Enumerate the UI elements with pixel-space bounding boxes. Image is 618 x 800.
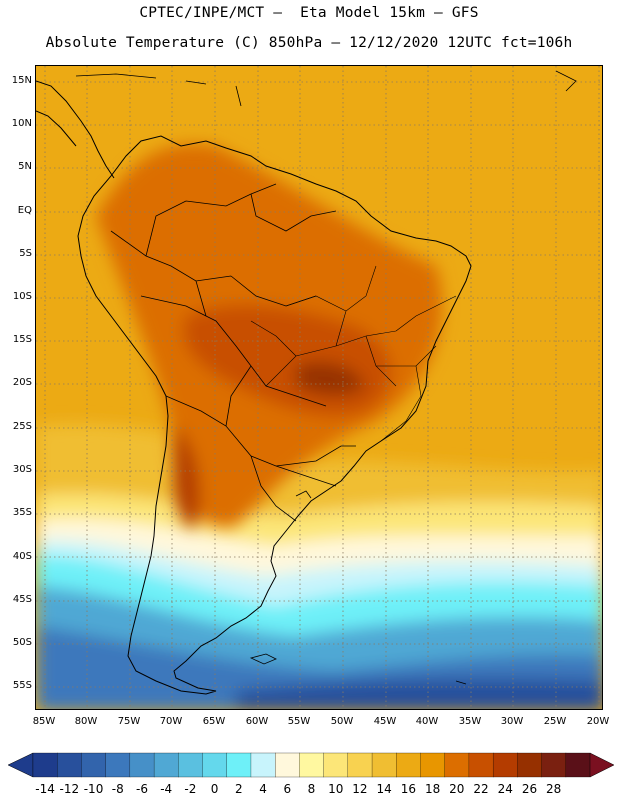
temperature-map[interactable] [35, 65, 603, 710]
map-svg [36, 66, 602, 709]
colorbar-swatch [444, 752, 470, 778]
colorbar-swatch [517, 752, 543, 778]
colorbar-tick-label: 8 [307, 782, 316, 796]
colorbar-swatch [565, 752, 591, 778]
lon-label: 35W [458, 716, 482, 727]
lon-label: 45W [373, 716, 397, 727]
colorbar-tick-label: 20 [449, 782, 465, 796]
falkland-islands [249, 490, 467, 685]
colorbar-tick-label: 14 [376, 782, 392, 796]
colorbar-tick-label: 4 [259, 782, 267, 796]
lon-label: 65W [202, 716, 226, 727]
caribbean-islands [75, 70, 577, 107]
colorbar-tick-label: 22 [473, 782, 489, 796]
lon-label: 40W [415, 716, 439, 727]
colorbar-swatch [32, 752, 58, 778]
colorbar-tick-label: -8 [111, 782, 124, 796]
lat-label: 30S [12, 464, 32, 475]
colorbar-tick-label: 12 [352, 782, 368, 796]
colorbar-under-arrow [7, 752, 34, 778]
lat-label: 40S [12, 551, 32, 562]
colorbar-over-arrow [589, 752, 615, 778]
colorbar-swatch [396, 752, 421, 778]
colorbar-tick-label: 10 [328, 782, 344, 796]
colorbar-swatch [371, 752, 397, 778]
colorbar-tick-label: 26 [521, 782, 538, 796]
lon-label: 70W [159, 716, 183, 727]
colorbar-tick-label: 28 [546, 782, 562, 796]
colorbar-swatch [347, 752, 373, 778]
colorbar-swatch [299, 752, 325, 778]
lat-label: EQ [17, 205, 32, 216]
colorbar-swatch [178, 752, 203, 778]
lat-label: 5S [19, 248, 32, 259]
lon-label: 55W [287, 716, 311, 727]
colorbar-swatch [153, 752, 179, 778]
lat-label: 10N [11, 118, 32, 129]
colorbar-tick-label: 18 [424, 782, 441, 796]
colorbar-swatch [468, 752, 494, 778]
lat-label: 20S [12, 377, 32, 388]
country-borders [110, 183, 356, 522]
colorbar-swatch [105, 752, 131, 778]
lat-label: 15S [12, 334, 32, 345]
temperature-bands [36, 424, 602, 709]
colorbar-swatch [541, 752, 567, 778]
colorbar-tick-label: -4 [160, 782, 173, 796]
colorbar-tick-label: 16 [400, 782, 416, 796]
continent-outline [77, 135, 472, 695]
lon-label: 60W [245, 716, 269, 727]
colorbar-swatch [57, 752, 82, 778]
central-america-outline [36, 80, 115, 179]
colorbar-tick-label: 0 [210, 782, 219, 796]
lat-label: 35S [12, 507, 32, 518]
colorbar-tick-label: 6 [283, 782, 292, 796]
colorbar-swatch [81, 752, 107, 778]
colorbar-tick-label: 24 [497, 782, 513, 796]
colorbar-swatch [323, 752, 349, 778]
colorbar-swatch [129, 752, 155, 778]
colorbar-tick-label: -2 [184, 782, 197, 796]
colorbar-tick-label: -10 [83, 782, 104, 796]
lon-label: 75W [117, 716, 141, 727]
lon-label: 85W [32, 716, 56, 727]
colorbar-swatch [250, 752, 276, 778]
colorbar-tick-label: -14 [35, 782, 55, 796]
state-borders [250, 265, 457, 442]
chart-title-line2: Absolute Temperature (C) 850hPa – 12/12/… [45, 35, 573, 51]
lon-label: 80W [74, 716, 98, 727]
colorbar-tick-label: -6 [135, 782, 148, 796]
lon-label: 20W [586, 716, 610, 727]
lat-label: 55S [12, 680, 32, 691]
chart-title-line1: CPTEC/INPE/MCT – Eta Model 15km – GFS [139, 5, 479, 21]
lon-label: 50W [330, 716, 354, 727]
colorbar [7, 752, 615, 778]
lat-label: 50S [12, 637, 32, 648]
colorbar-swatch [420, 752, 446, 778]
colorbar-swatch [492, 752, 518, 778]
lat-label: 5N [18, 161, 32, 172]
colorbar-swatch [275, 752, 300, 778]
hot-core [96, 144, 443, 528]
lat-label: 10S [12, 291, 32, 302]
lat-label: 25S [12, 421, 32, 432]
lat-label: 45S [12, 594, 32, 605]
lon-label: 25W [543, 716, 567, 727]
lat-label: 15N [11, 75, 32, 86]
colorbar-swatch [226, 752, 252, 778]
colorbar-tick-label: 2 [235, 782, 243, 796]
colorbar-tick-label: -12 [59, 782, 80, 796]
colorbar-swatch [202, 752, 228, 778]
lon-label: 30W [500, 716, 524, 727]
